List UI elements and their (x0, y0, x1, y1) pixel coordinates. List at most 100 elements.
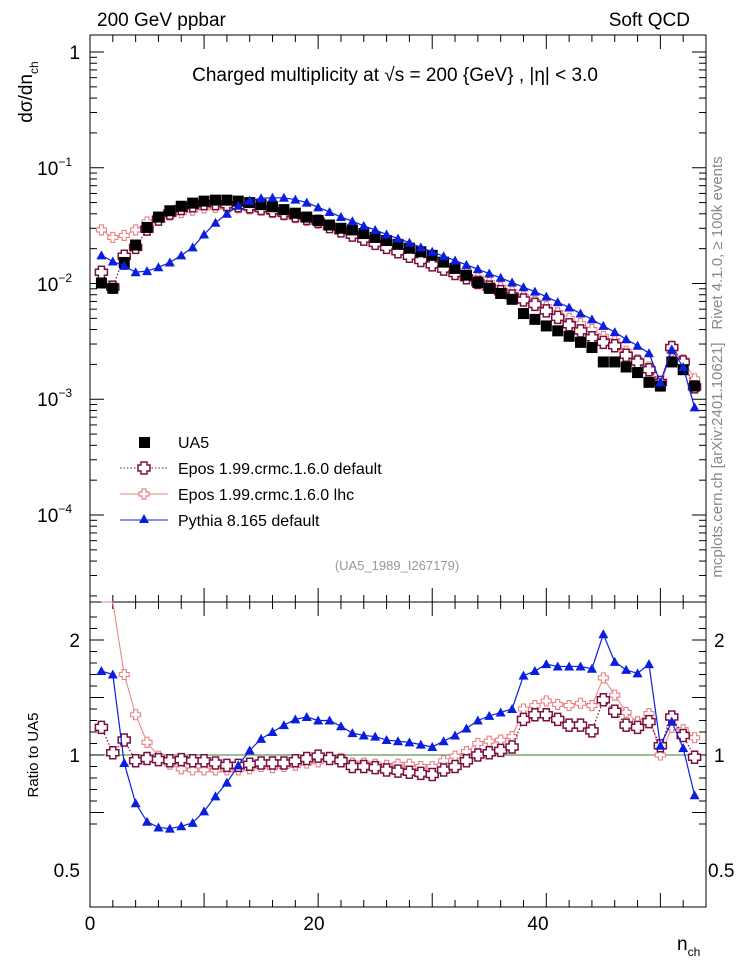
main-y-axis-title: dσ/dnch (16, 61, 41, 122)
point-main-epos-1-99-crmc-1-6-0-default (528, 297, 542, 312)
point-main-pythia-8-165-default (484, 268, 495, 278)
point-main-pythia-8-165-default (267, 192, 278, 202)
point-ratio-pythia-8-165-default (632, 668, 643, 678)
point-ratio-epos-1-99-crmc-1-6-0-lhc (175, 763, 187, 775)
point-main-pythia-8-165-default (313, 202, 324, 212)
point-ratio-epos-1-99-crmc-1-6-0-default (562, 718, 576, 732)
point-ratio-epos-1-99-crmc-1-6-0-default (505, 740, 519, 754)
point-main-pythia-8-165-default (96, 250, 107, 260)
point-ratio-epos-1-99-crmc-1-6-0-lhc (495, 734, 507, 746)
legend-label-ua5: UA5 (178, 435, 209, 452)
point-ratio-pythia-8-165-default (164, 823, 175, 833)
y-tick-1e-2-base: 10 (37, 275, 58, 296)
point-main-pythia-8-165-default (598, 320, 609, 330)
main-y-axis-title-text: dσ/dn (16, 74, 37, 123)
point-main-ua5 (358, 228, 370, 240)
point-ratio-epos-1-99-crmc-1-6-0-default (573, 718, 588, 732)
point-ratio-epos-1-99-crmc-1-6-0-default (391, 764, 405, 778)
point-ratio-pythia-8-165-default (381, 735, 392, 745)
point-main-ua5 (415, 246, 427, 258)
point-main-pythia-8-165-default (164, 257, 175, 267)
point-ratio-pythia-8-165-default (210, 791, 221, 801)
y-tick-1e-1: 10−1 (37, 155, 72, 180)
point-ratio-epos-1-99-crmc-1-6-0-default (425, 767, 439, 782)
point-ratio-pythia-8-165-default (529, 666, 540, 676)
point-main-pythia-8-165-default (130, 267, 141, 277)
point-main-pythia-8-165-default (233, 200, 244, 210)
legend-label-pythia: Pythia 8.165 default (178, 513, 320, 530)
series-main-pythia-8-165-default (96, 192, 700, 412)
point-ratio-epos-1-99-crmc-1-6-0-lhc (517, 703, 530, 715)
point-ratio-pythia-8-165-default (199, 806, 210, 816)
point-main-pythia-8-165-default (199, 229, 210, 239)
point-main-ua5 (312, 215, 324, 227)
point-ratio-epos-1-99-crmc-1-6-0-lhc (449, 750, 461, 762)
point-main-pythia-8-165-default (655, 377, 666, 387)
point-ratio-epos-1-99-crmc-1-6-0-default (94, 720, 109, 735)
point-ratio-pythia-8-165-default (621, 664, 632, 674)
point-main-ua5 (529, 313, 541, 325)
point-main-pythia-8-165-default (643, 348, 654, 358)
point-ratio-epos-1-99-crmc-1-6-0-lhc (198, 764, 210, 776)
ratio-series-group (94, 601, 702, 833)
point-ratio-epos-1-99-crmc-1-6-0-default (185, 754, 200, 768)
legend-label-epos-lhc: Epos 1.99.crmc.1.6.0 lhc (178, 487, 354, 504)
point-main-pythia-8-165-default (187, 242, 198, 252)
y-tick-1e-4-base: 10 (37, 506, 58, 527)
point-main-ua5 (403, 242, 415, 254)
point-main-pythia-8-165-default (529, 286, 540, 296)
point-ratio-pythia-8-165-default (472, 715, 483, 725)
point-main-ua5 (346, 224, 358, 236)
point-ratio-pythia-8-165-default (324, 715, 335, 725)
point-main-pythia-8-165-default (450, 255, 461, 265)
point-ratio-pythia-8-165-default (358, 730, 369, 740)
point-ratio-epos-1-99-crmc-1-6-0-lhc (574, 697, 587, 709)
series-line-ratio-pythia-8-165-default (101, 632, 696, 830)
point-ratio-pythia-8-165-default (233, 760, 244, 770)
point-ratio-epos-1-99-crmc-1-6-0-lhc (586, 700, 598, 712)
point-main-pythia-8-165-default (381, 229, 392, 239)
point-ratio-pythia-8-165-default (666, 716, 677, 726)
ratio-tick-05-right: 0.5 (708, 861, 734, 882)
series-ratio-epos-1-99-crmc-1-6-0-lhc (101, 601, 701, 776)
point-main-ua5 (175, 200, 187, 212)
point-main-ua5 (506, 293, 518, 305)
ratio-tick-1-right: 1 (714, 746, 725, 767)
point-ratio-pythia-8-165-default (564, 661, 575, 671)
series-main-ua5 (95, 194, 701, 392)
point-main-pythia-8-165-default (621, 334, 632, 344)
point-main-ua5 (392, 238, 404, 250)
point-ratio-pythia-8-165-default (130, 798, 141, 808)
point-ratio-pythia-8-165-default (107, 669, 118, 679)
point-ratio-pythia-8-165-default (461, 723, 472, 733)
point-main-ua5 (130, 239, 142, 251)
point-main-pythia-8-165-default (347, 216, 358, 226)
point-ratio-pythia-8-165-default (153, 822, 164, 832)
point-main-ua5 (632, 367, 644, 379)
point-main-ua5 (198, 195, 210, 207)
point-main-pythia-8-165-default (370, 224, 381, 234)
point-ratio-pythia-8-165-default (552, 661, 563, 671)
point-ratio-epos-1-99-crmc-1-6-0-lhc (654, 749, 666, 761)
point-ratio-epos-1-99-crmc-1-6-0-default (459, 754, 474, 768)
point-main-epos-1-99-crmc-1-6-0-default (425, 258, 439, 272)
analysis-id: (UA5_1989_I267179) (335, 558, 459, 573)
y-tick-1e-1-base: 10 (37, 159, 58, 180)
x-axis-title-text: n (677, 934, 688, 955)
point-ratio-pythia-8-165-default (609, 656, 620, 666)
point-ratio-pythia-8-165-default (643, 659, 654, 669)
point-ratio-pythia-8-165-default (438, 736, 449, 746)
point-main-pythia-8-165-default (564, 302, 575, 312)
x-axis-title: nch (677, 934, 700, 959)
point-main-epos-1-99-crmc-1-6-0-default (607, 338, 622, 353)
point-ratio-epos-1-99-crmc-1-6-0-lhc (563, 700, 575, 712)
series-line-main-pythia-8-165-default (101, 197, 696, 408)
point-ratio-pythia-8-165-default (267, 727, 278, 736)
point-ratio-pythia-8-165-default (256, 733, 267, 743)
point-ratio-epos-1-99-crmc-1-6-0-lhc (130, 709, 142, 721)
point-main-pythia-8-165-default (586, 314, 597, 324)
main-y-axis-title-sub: ch (27, 61, 41, 74)
point-ratio-pythia-8-165-default (507, 704, 518, 713)
point-main-ua5 (689, 380, 701, 392)
point-main-pythia-8-165-default (415, 242, 426, 252)
